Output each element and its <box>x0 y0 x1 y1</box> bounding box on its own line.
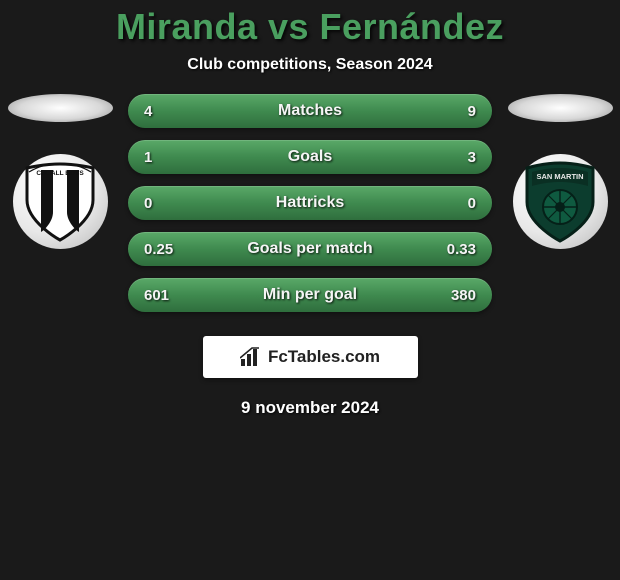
allboys-shield-icon: C.A. ALL BOYS <box>23 162 97 242</box>
platform-ellipse-left <box>8 94 113 122</box>
stat-matches-right: 9 <box>430 103 476 120</box>
stat-matches-label: Matches <box>278 102 342 120</box>
stats-column: 4 Matches 9 1 Goals 3 0 Hattricks 0 0.25… <box>120 94 500 324</box>
brand-text: FcTables.com <box>268 347 380 367</box>
sanmartin-badge-text: SAN MARTIN <box>536 172 583 181</box>
stat-matches-left: 4 <box>144 103 190 120</box>
stat-hattricks-left: 0 <box>144 195 190 212</box>
stat-hattricks-right: 0 <box>430 195 476 212</box>
team-left-badge: C.A. ALL BOYS <box>13 154 108 249</box>
team-right-badge: SAN MARTIN <box>513 154 608 249</box>
stat-gpm-left: 0.25 <box>144 241 190 258</box>
stat-goals-left: 1 <box>144 149 190 166</box>
stat-hattricks-label: Hattricks <box>276 194 344 212</box>
stat-goals-right: 3 <box>430 149 476 166</box>
bars-chart-icon <box>240 347 262 367</box>
main-row: C.A. ALL BOYS 4 Matches 9 1 Goals 3 0 Ha… <box>0 94 620 324</box>
stat-mpg-right: 380 <box>430 287 476 304</box>
team-left-column: C.A. ALL BOYS <box>0 94 120 249</box>
stat-goals-label: Goals <box>288 148 332 166</box>
page-title: Miranda vs Fernández <box>0 6 620 48</box>
stat-row-hattricks: 0 Hattricks 0 <box>128 186 492 220</box>
comparison-card: Miranda vs Fernández Club competitions, … <box>0 0 620 418</box>
stat-row-matches: 4 Matches 9 <box>128 94 492 128</box>
date-line: 9 november 2024 <box>0 398 620 418</box>
team-right-column: SAN MARTIN <box>500 94 620 249</box>
stat-mpg-left: 601 <box>144 287 190 304</box>
brand-inner: FcTables.com <box>240 347 380 367</box>
stat-row-mpg: 601 Min per goal 380 <box>128 278 492 312</box>
stat-row-gpm: 0.25 Goals per match 0.33 <box>128 232 492 266</box>
stat-row-goals: 1 Goals 3 <box>128 140 492 174</box>
sanmartin-shield-icon: SAN MARTIN <box>521 160 599 244</box>
allboys-badge-text: C.A. ALL BOYS <box>36 170 84 177</box>
platform-ellipse-right <box>508 94 613 122</box>
subtitle: Club competitions, Season 2024 <box>0 56 620 74</box>
stat-gpm-right: 0.33 <box>430 241 476 258</box>
stat-mpg-label: Min per goal <box>263 286 357 304</box>
brand-box[interactable]: FcTables.com <box>203 336 418 378</box>
stat-gpm-label: Goals per match <box>247 240 372 258</box>
